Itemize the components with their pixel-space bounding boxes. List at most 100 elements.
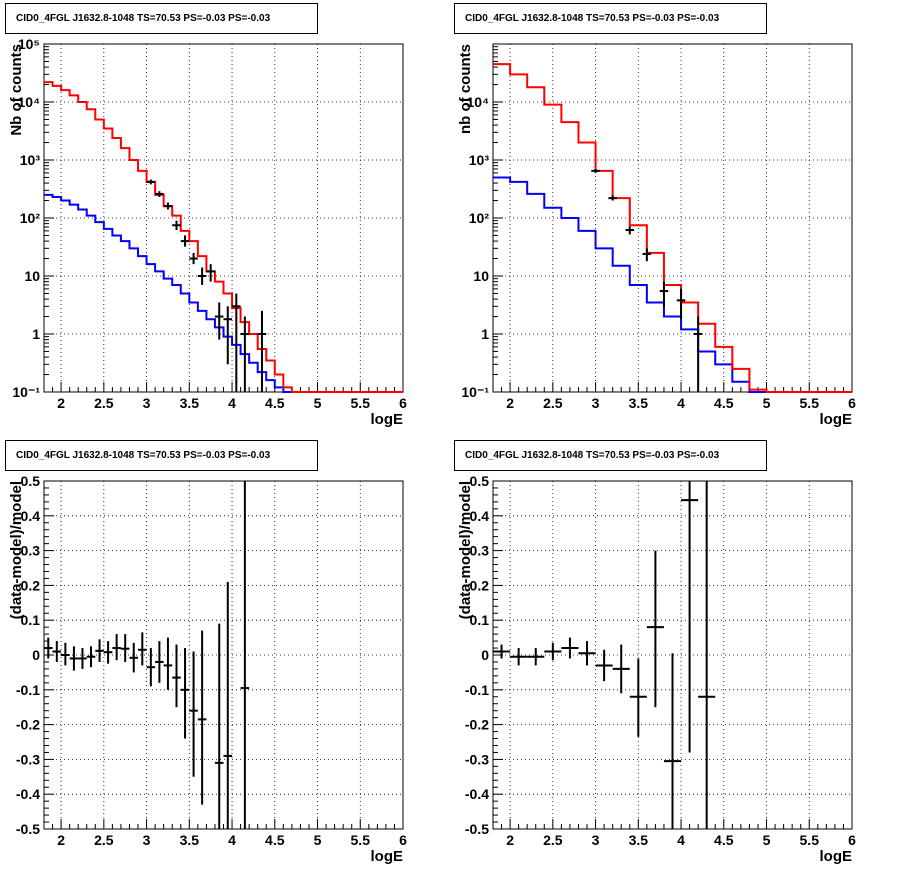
data-point <box>197 267 207 285</box>
data-point <box>612 644 630 694</box>
panel-bottom-right-residuals: CID0_4FGL J1632.8-1048 TS=70.53 PS=-0.03… <box>449 437 898 875</box>
y-tick-label: -0.5 <box>16 821 40 837</box>
y-tick-label: -0.4 <box>16 786 40 802</box>
x-tick-label: 5 <box>314 395 322 411</box>
total-model-histogram <box>493 63 852 393</box>
panel-top-right-counts: CID0_4FGL J1632.8-1048 TS=70.53 PS=-0.03… <box>449 0 898 437</box>
data-point <box>493 644 511 659</box>
x-tick-label: 4.5 <box>265 832 285 848</box>
x-tick-label: 2.5 <box>94 832 114 848</box>
y-axis-label: (data-model)/model <box>457 481 474 619</box>
x-tick-label: 3 <box>592 395 600 411</box>
data-point <box>608 195 617 201</box>
data-point <box>146 179 156 185</box>
y-tick-label: 0.1 <box>470 612 490 628</box>
data-point <box>180 235 190 247</box>
data-point <box>95 639 104 662</box>
y-axis-label: (data-model)/model <box>8 481 25 619</box>
panel-title: CID0_4FGL J1632.8-1048 TS=70.53 PS=-0.03… <box>5 3 318 34</box>
data-point <box>155 191 164 198</box>
y-tick-label: 0.4 <box>470 508 490 524</box>
plot-frame <box>43 480 404 830</box>
x-axis-label: logE <box>371 848 404 865</box>
x-tick-label: 6 <box>848 395 856 411</box>
data-point <box>172 644 181 708</box>
y-tick-label: 10³ <box>20 152 41 168</box>
data-point <box>625 226 635 235</box>
data-point <box>180 648 190 739</box>
x-tick-label: 4.5 <box>714 832 734 848</box>
y-tick-label: -0.2 <box>16 717 40 733</box>
x-tick-label: 5.5 <box>800 395 820 411</box>
panel-top-left-counts: CID0_4FGL J1632.8-1048 TS=70.53 PS=-0.03… <box>0 0 449 437</box>
data-point <box>681 481 699 753</box>
x-tick-label: 4.5 <box>265 395 285 411</box>
x-tick-label: 2 <box>506 395 514 411</box>
x-tick-label: 3 <box>143 832 151 848</box>
data-point <box>223 306 233 365</box>
x-tick-label: 2 <box>57 395 65 411</box>
y-tick-label: -0.1 <box>16 682 40 698</box>
data-point <box>527 648 545 666</box>
y-tick-label: 0.2 <box>21 577 41 593</box>
data-point <box>86 646 96 668</box>
data-point <box>629 658 647 737</box>
panel-title: CID0_4FGL J1632.8-1048 TS=70.53 PS=-0.03… <box>454 440 767 471</box>
data-point <box>257 310 267 392</box>
y-tick-label: 10² <box>20 210 41 226</box>
x-tick-label: 5 <box>314 832 322 848</box>
data-point <box>659 281 669 307</box>
x-tick-label: 5.5 <box>800 832 820 848</box>
data-point <box>206 264 215 282</box>
data-point <box>138 632 147 666</box>
x-tick-label: 5 <box>763 395 771 411</box>
x-tick-label: 2 <box>506 832 514 848</box>
data-point <box>172 220 181 231</box>
x-tick-label: 3 <box>592 832 600 848</box>
plot-frame <box>492 43 853 393</box>
y-tick-label: 0.1 <box>21 612 41 628</box>
y-tick-label: -0.3 <box>16 751 40 767</box>
data-point <box>103 641 113 664</box>
data-point <box>578 641 596 666</box>
y-tick-label: 10⁴ <box>467 94 490 110</box>
x-axis-label: logE <box>371 411 404 428</box>
data-point <box>676 288 686 320</box>
y-tick-label: 1 <box>481 326 489 342</box>
y-axis-label: nb of counts <box>457 44 474 134</box>
x-tick-label: 3.5 <box>629 832 649 848</box>
data-point <box>163 637 173 690</box>
data-point <box>189 651 198 777</box>
x-tick-label: 4 <box>228 832 236 848</box>
panel-bottom-left-residuals: CID0_4FGL J1632.8-1048 TS=70.53 PS=-0.03… <box>0 437 449 875</box>
data-point <box>646 550 664 708</box>
y-tick-label: 0.3 <box>470 543 490 559</box>
y-axis-label: Nb of counts <box>8 44 25 136</box>
data-point <box>61 642 70 666</box>
y-tick-label: 0.5 <box>21 473 41 489</box>
data-point <box>591 168 600 173</box>
data-point <box>693 316 703 392</box>
y-tick-label: 0 <box>32 647 40 663</box>
y-tick-label: -0.1 <box>465 682 489 698</box>
data-point <box>78 648 87 669</box>
data-point <box>642 248 652 262</box>
y-tick-label: 10³ <box>469 152 490 168</box>
data-point <box>214 302 224 340</box>
x-axis-label: logE <box>820 411 853 428</box>
data-point <box>232 293 241 392</box>
x-tick-label: 3 <box>143 395 151 411</box>
x-tick-label: 3.5 <box>180 832 200 848</box>
x-axis-label: logE <box>820 848 853 865</box>
residuals-chart: 2 2.5 3 3.5 4 4.5 5 5.5 6 -0.5 -0.4 -0.3 -0.2 -0.1 0 0.… <box>8 473 407 865</box>
data-point <box>544 642 562 661</box>
x-tick-label: 3.5 <box>629 395 649 411</box>
y-tick-label: 0.3 <box>21 543 41 559</box>
total-model-histogram <box>44 81 403 393</box>
panel-title: CID0_4FGL J1632.8-1048 TS=70.53 PS=-0.03… <box>454 3 767 34</box>
x-tick-label: 4 <box>677 832 685 848</box>
counts-chart: 2 2.5 3 3.5 4 4.5 5 5.5 6 10⁻¹ 1 10 10² 10³ 10⁴ logE nb … <box>457 43 856 428</box>
data-point <box>112 634 121 661</box>
data-point <box>44 637 53 659</box>
data-point <box>214 623 224 829</box>
